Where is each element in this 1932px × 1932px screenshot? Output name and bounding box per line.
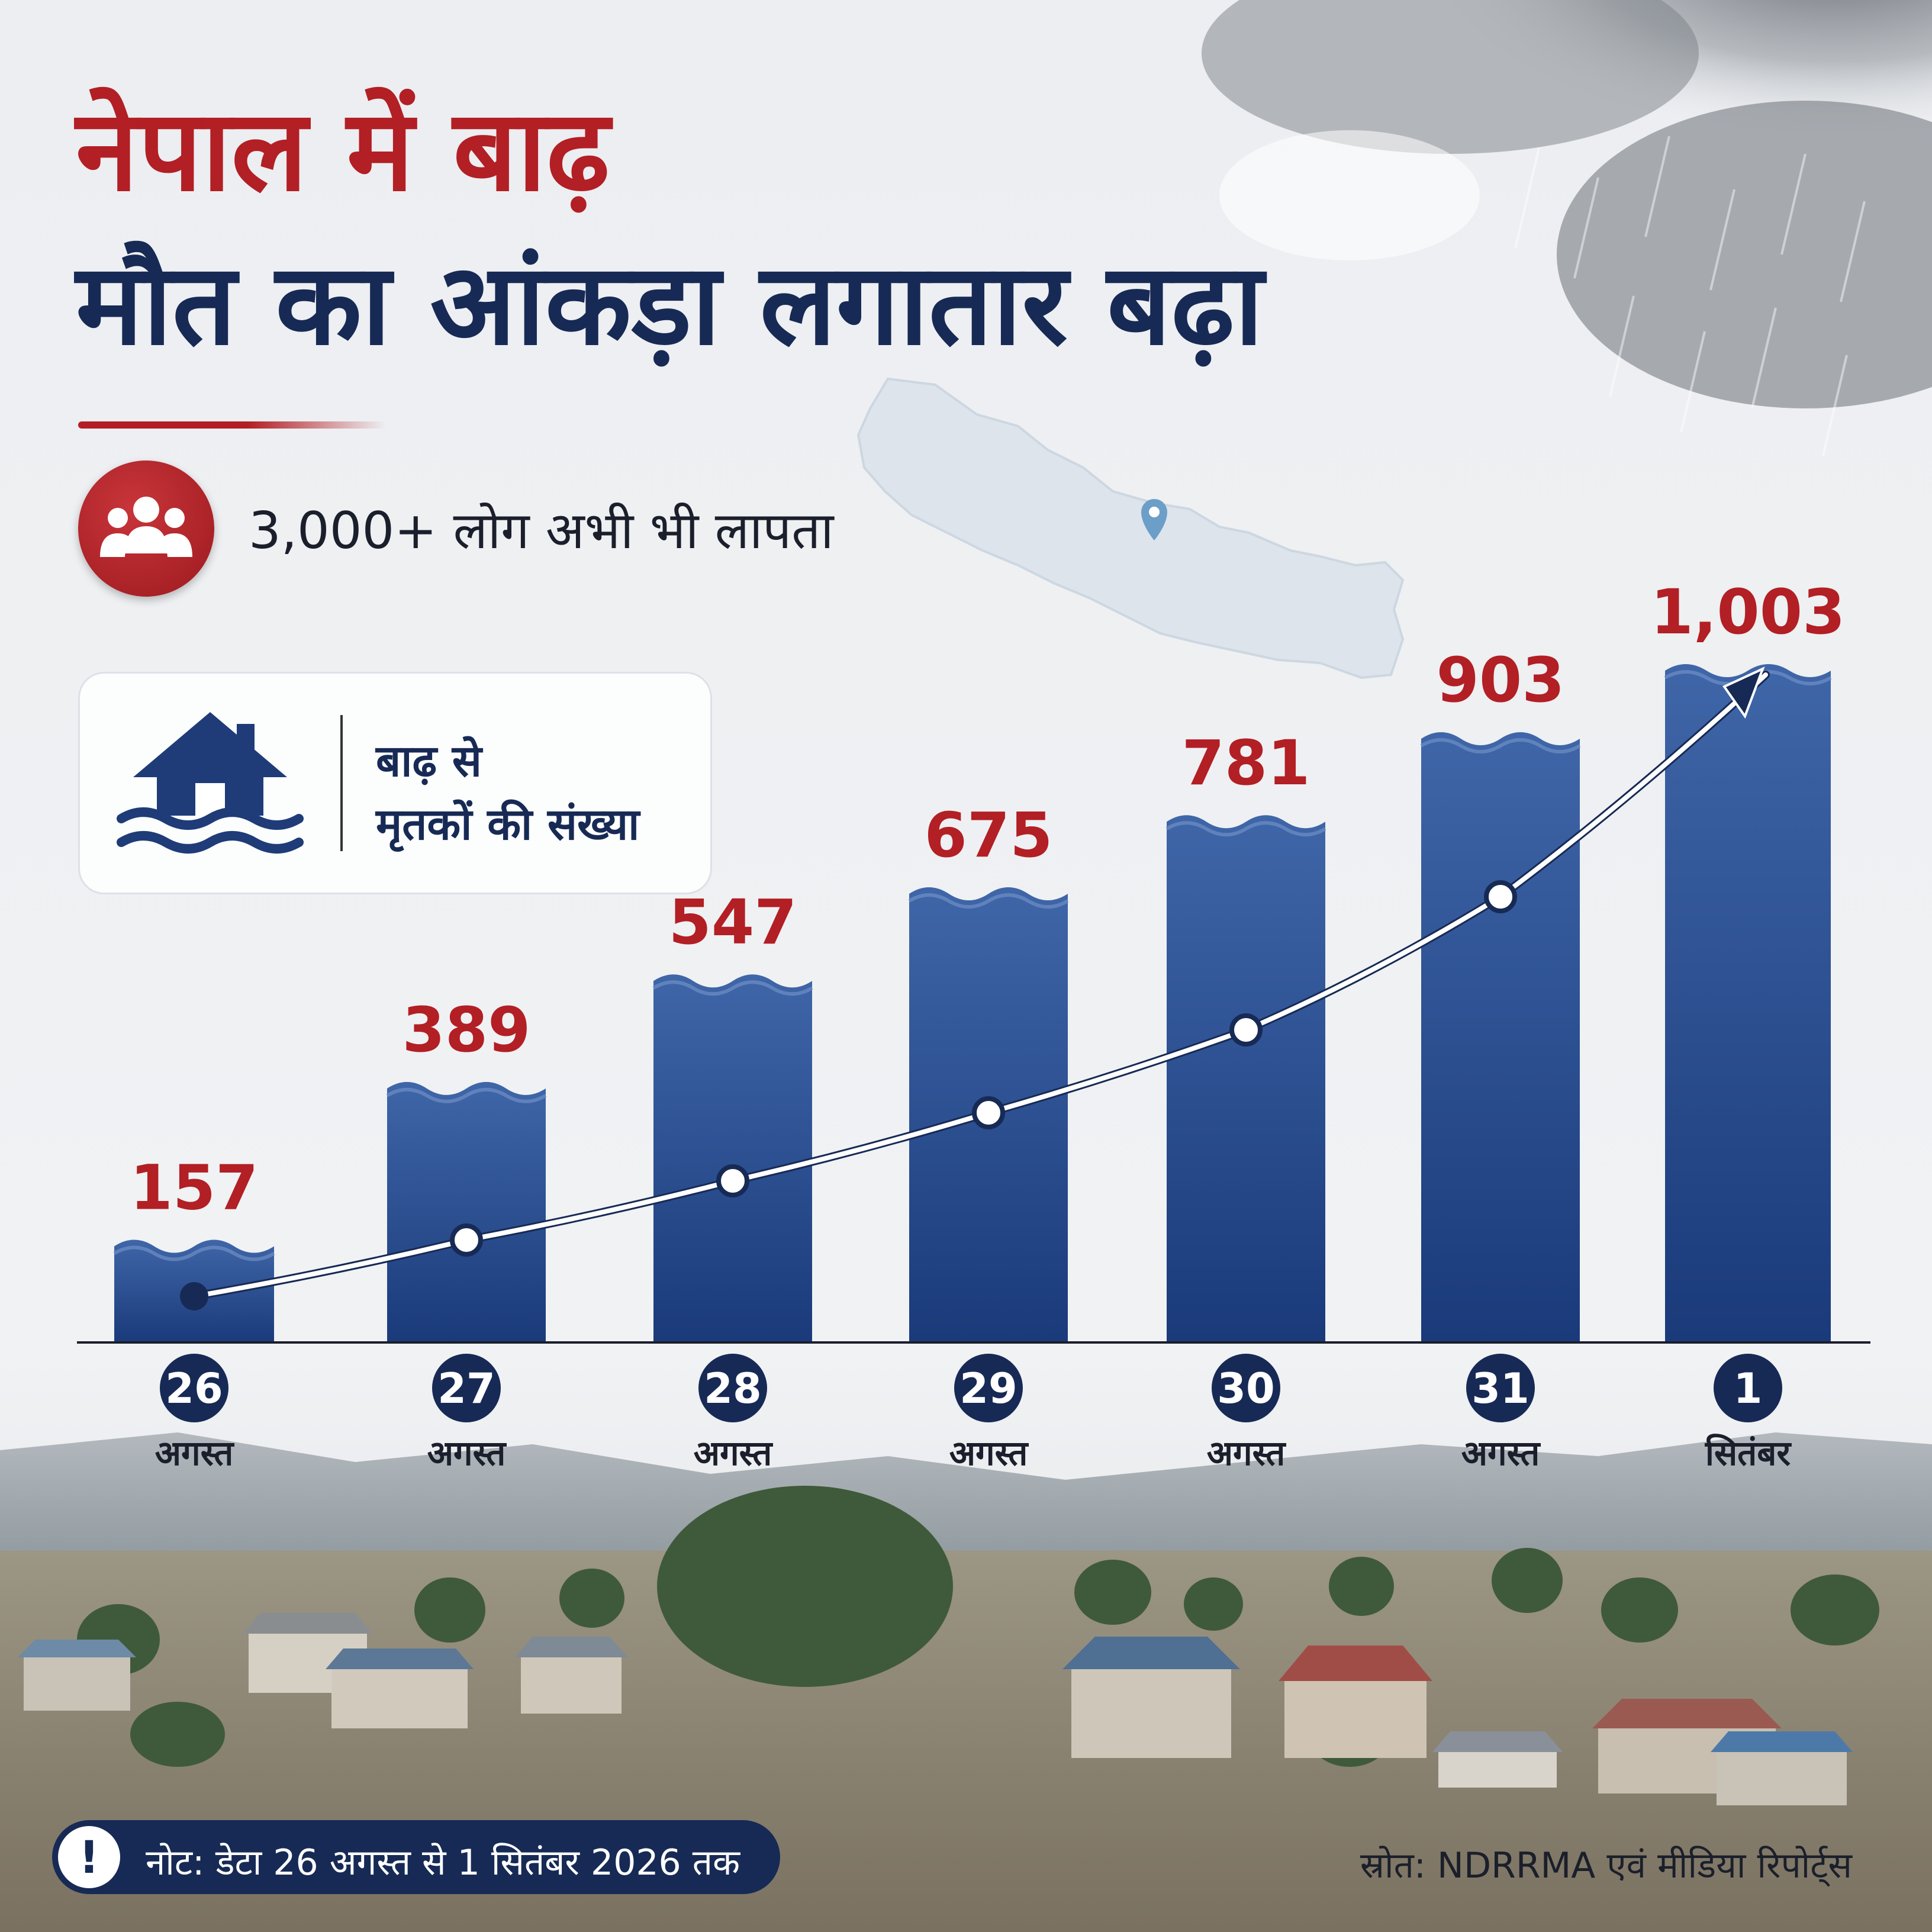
date-day-label: 30 (1217, 1364, 1274, 1413)
date-badge (698, 1354, 767, 1422)
missing-stat-badge (78, 461, 214, 597)
bar-1 (1665, 664, 1831, 1342)
bar-wave-highlight (652, 980, 813, 996)
note-text: नोट: डेटा 26 अगस्त से 1 सितंबर 2026 तक (146, 1842, 740, 1883)
data-note: ! नोट: डेटा 26 अगस्त से 1 सितंबर 2026 तक (52, 1820, 780, 1894)
date-month-label: अगस्त (1207, 1433, 1287, 1473)
bar-28 (653, 974, 812, 1342)
date-day-label: 1 (1734, 1364, 1763, 1413)
legend-label: बाढ़ से मृतकों की संख्या (376, 730, 639, 857)
value-label: 157 (130, 1152, 258, 1224)
date-month-label: अगस्त (1461, 1433, 1541, 1473)
trend-point (1484, 880, 1517, 913)
trend-point (450, 1223, 483, 1257)
date-month-label: सितंबर (1705, 1433, 1792, 1473)
legend-divider (340, 715, 343, 851)
value-label: 389 (402, 994, 530, 1066)
date-month-label: अगस्त (427, 1433, 507, 1473)
trend-arrow-head (1722, 666, 1765, 719)
date-month-label: अगस्त (694, 1433, 774, 1473)
date-month-label: अगस्त (949, 1433, 1029, 1473)
headline-line-1: नेपाल में बाढ़ (76, 85, 610, 216)
date-day-label: 28 (704, 1364, 761, 1413)
date-badge (1212, 1354, 1280, 1422)
exclamation-icon: ! (58, 1826, 120, 1888)
missing-people-text: 3,000+ लोग अभी भी लापता (249, 501, 834, 561)
bar-31 (1421, 732, 1580, 1342)
people-group-icon (100, 497, 192, 557)
trend-point (1229, 1013, 1263, 1046)
value-label: 781 (1181, 727, 1310, 799)
bar-30 (1167, 815, 1325, 1342)
date-day-label: 27 (437, 1364, 495, 1413)
date-badge (432, 1354, 501, 1422)
date-badge (1714, 1354, 1782, 1422)
date-day-label: 26 (165, 1364, 223, 1413)
bar-wave-highlight (908, 893, 1069, 909)
headline-line-2: मौत का आंकड़ा लगातार बढ़ा (76, 239, 1264, 370)
bar-27 (387, 1081, 546, 1342)
source-credit: स्रोत: NDRRMA एवं मीडिया रिपोर्ट्स (1360, 1845, 1852, 1886)
flooded-house-icon (117, 712, 304, 854)
value-label: 1,003 (1651, 576, 1846, 648)
value-label: 903 (1436, 644, 1564, 716)
title-underline (78, 421, 386, 429)
value-label: 675 (924, 799, 1052, 871)
trend-point (180, 1282, 208, 1310)
bar-wave-highlight (1420, 738, 1581, 754)
bar-wave-highlight (386, 1087, 547, 1103)
date-day-label: 29 (959, 1364, 1017, 1413)
bar-wave-highlight (1165, 821, 1326, 837)
trend-point (716, 1164, 749, 1197)
value-label: 547 (668, 886, 797, 958)
date-badge (954, 1354, 1023, 1422)
nepal-map-shape (856, 377, 1405, 680)
map-pin-icon (1141, 499, 1167, 540)
trend-point (972, 1096, 1005, 1129)
legend-card: बाढ़ से मृतकों की संख्या (78, 672, 712, 894)
date-day-label: 31 (1471, 1364, 1529, 1413)
legend-label-line-1: बाढ़ से (376, 736, 482, 787)
date-month-label: अगस्त (155, 1433, 235, 1473)
date-badge (160, 1354, 228, 1422)
date-badge (1466, 1354, 1535, 1422)
bar-wave-highlight (113, 1245, 275, 1261)
legend-label-line-2: मृतकों की संख्या (376, 799, 640, 851)
